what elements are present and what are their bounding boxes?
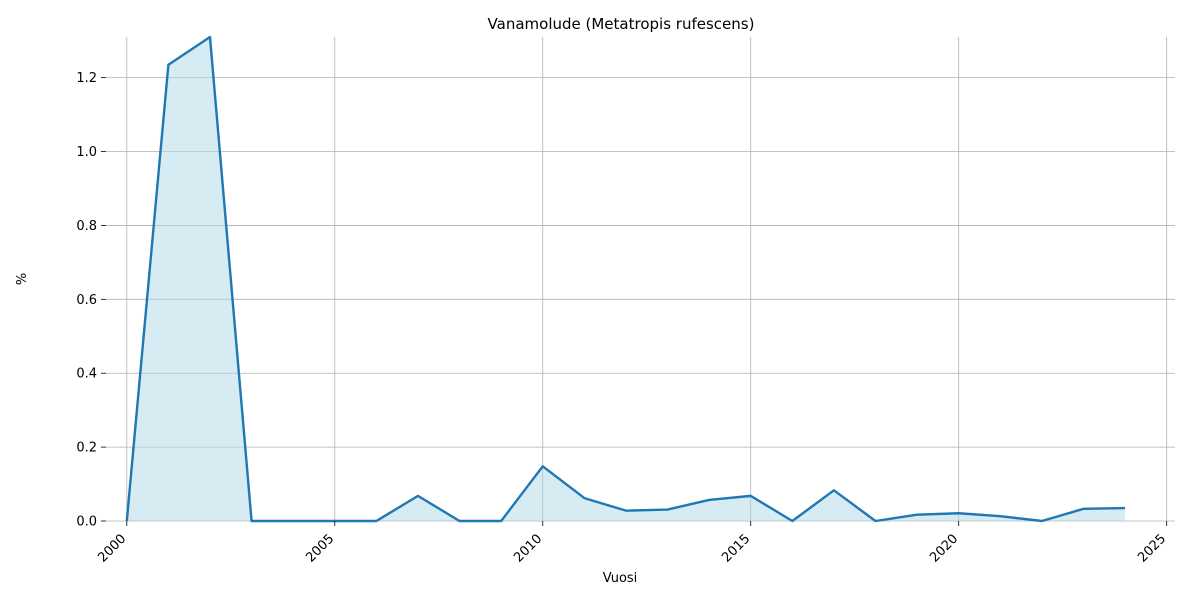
data-point	[708, 499, 710, 501]
area-fill	[126, 37, 1126, 521]
data-point	[916, 514, 918, 516]
chart-title: Vanamolude (Metatropis rufescens)	[488, 15, 755, 33]
data-point	[999, 515, 1001, 517]
plot-area	[125, 35, 1126, 523]
data-point	[666, 508, 668, 510]
y-tick-label: 1.0	[76, 145, 97, 160]
y-tick-label: 0.6	[76, 293, 97, 308]
data-point	[833, 489, 835, 491]
y-tick-label: 1.2	[76, 71, 97, 86]
x-tick-label: 2000	[95, 532, 129, 566]
data-point	[250, 520, 252, 522]
x-axis: 2000 2005 2010 2015 2020 2025	[95, 521, 1169, 566]
data-point	[958, 512, 960, 514]
data-point	[1124, 507, 1126, 509]
data-point	[542, 465, 544, 467]
x-tick-label: 2005	[303, 532, 337, 566]
data-point	[209, 36, 211, 38]
data-point	[625, 509, 627, 511]
x-tick-label: 2015	[719, 532, 753, 566]
data-point	[167, 64, 169, 66]
data-point	[417, 495, 419, 497]
grid	[106, 37, 1175, 522]
data-point	[791, 520, 793, 522]
data-point	[500, 520, 502, 522]
y-axis: 0.0 0.2 0.4 0.6 0.8 1.0 1.2	[76, 71, 106, 530]
data-point	[1082, 508, 1084, 510]
data-point	[375, 520, 377, 522]
data-point	[292, 520, 294, 522]
data-point	[750, 495, 752, 497]
y-tick-label: 0.2	[76, 441, 97, 456]
y-axis-label: %	[15, 273, 30, 285]
series-line	[125, 35, 1126, 523]
data-point	[1041, 520, 1043, 522]
x-axis-label: Vuosi	[603, 571, 638, 586]
x-tick-label: 2025	[1135, 532, 1169, 566]
data-point	[458, 520, 460, 522]
y-tick-label: 0.0	[76, 515, 97, 530]
x-tick-label: 2010	[511, 532, 545, 566]
data-point	[874, 520, 876, 522]
x-tick-label: 2020	[927, 532, 961, 566]
y-tick-label: 0.4	[76, 367, 97, 382]
y-tick-label: 0.8	[76, 219, 97, 234]
data-point	[583, 497, 585, 499]
